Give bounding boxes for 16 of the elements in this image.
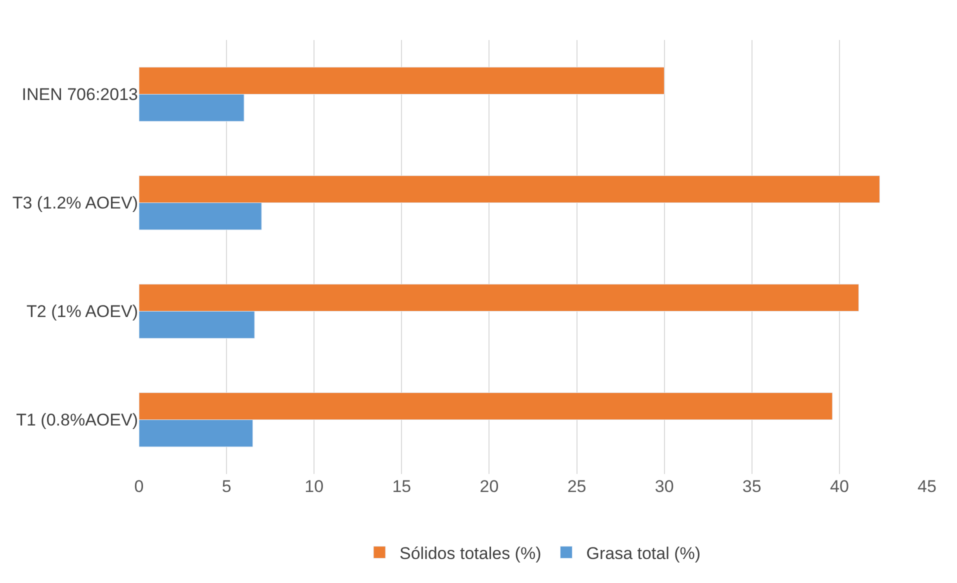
x-tick-label: 35: [742, 477, 762, 496]
x-tick-label: 40: [830, 477, 849, 496]
legend-label: Sólidos totales (%): [400, 544, 542, 563]
x-tick-label: 45: [918, 477, 936, 496]
x-tick-label: 15: [392, 477, 412, 496]
y-tick-label: T2 (1% AOEV): [26, 302, 138, 322]
x-tick-label: 20: [480, 477, 499, 496]
x-tick-label: 5: [222, 477, 232, 496]
x-tick-label: 30: [654, 477, 674, 496]
legend-label: Grasa total (%): [586, 544, 701, 563]
y-tick-label: T1 (0.8%AOEV): [16, 410, 138, 430]
y-tick-label: T3 (1.2% AOEV): [12, 194, 138, 213]
x-tick-label: 25: [567, 477, 586, 496]
y-tick-label: INEN 706:2013: [22, 85, 138, 104]
x-tick-label: 0: [134, 477, 144, 496]
x-tick-label: 10: [304, 477, 324, 496]
